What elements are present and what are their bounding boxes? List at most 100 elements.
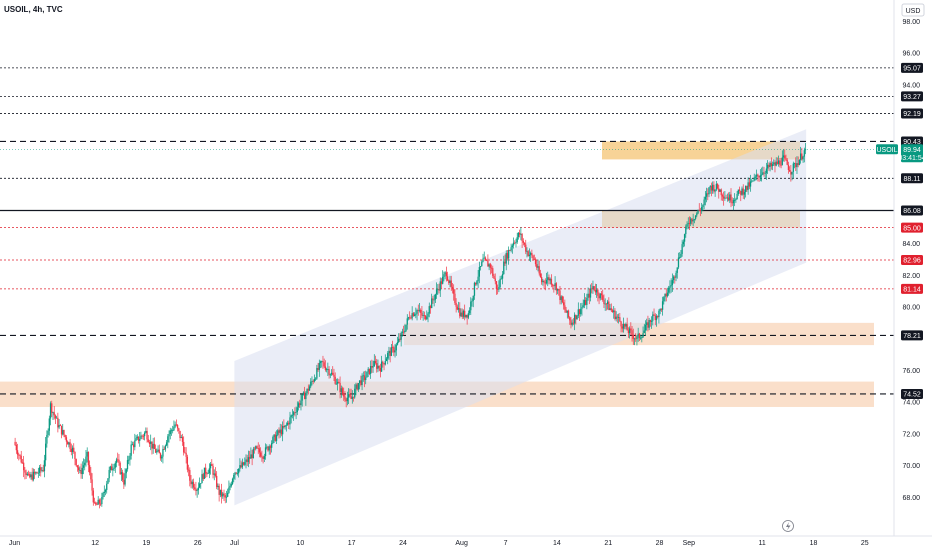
candle-body: [93, 502, 96, 504]
up-candle: [273, 434, 275, 443]
candle-body: [41, 470, 43, 471]
up-candle: [327, 362, 329, 377]
up-candle: [639, 334, 642, 340]
candle-body: [394, 350, 396, 353]
up-candle: [180, 434, 182, 439]
candle-body: [179, 430, 181, 438]
down-candle: [454, 289, 456, 305]
candle-body: [516, 237, 518, 243]
up-candle: [358, 380, 361, 390]
time-tick-label: 19: [143, 540, 151, 547]
down-candle: [440, 278, 443, 289]
replay-lightning-icon[interactable]: [782, 520, 794, 532]
down-candle: [770, 157, 772, 170]
candle-body: [559, 290, 561, 301]
level-badge-90.43: [901, 136, 923, 147]
candle-body: [224, 495, 226, 498]
candle-body: [398, 338, 400, 343]
up-candle: [286, 420, 289, 426]
down-candle: [630, 322, 632, 336]
up-candle: [701, 202, 703, 214]
candle-body: [553, 285, 555, 287]
up-candle: [652, 311, 654, 326]
up-candle: [592, 280, 594, 294]
down-candle: [194, 483, 196, 491]
up-candle: [672, 275, 675, 284]
candle-body: [338, 381, 340, 384]
up-candle: [173, 420, 175, 432]
up-candle: [191, 479, 193, 489]
up-candle: [38, 464, 41, 476]
candle-body: [25, 472, 27, 476]
up-candle: [715, 180, 717, 192]
candle-body: [20, 455, 22, 463]
candle-body: [228, 487, 230, 493]
up-candle: [268, 444, 270, 455]
down-candle: [660, 308, 663, 312]
up-candle: [745, 185, 747, 198]
up-candle: [765, 162, 768, 180]
candle-body: [291, 414, 294, 416]
down-candle: [344, 391, 346, 403]
candle-body: [108, 469, 110, 479]
candle-body: [63, 430, 65, 436]
candle-body: [781, 157, 783, 166]
down-candle: [317, 362, 319, 372]
time-tick-label: 14: [553, 540, 561, 547]
time-tick-label: Jun: [9, 540, 20, 547]
down-candle: [119, 461, 121, 476]
down-candle: [163, 446, 165, 451]
candle-body: [313, 378, 316, 382]
down-candle: [249, 450, 251, 464]
up-candle: [247, 450, 250, 468]
down-candle: [146, 427, 148, 443]
candle-body: [266, 446, 268, 448]
candle-body: [438, 289, 440, 291]
price-axis[interactable]: 68.00 70.00 72.00 74.00 76.00 80.00 82.00 84.00…: [902, 19, 920, 502]
candle-body: [710, 186, 713, 191]
candle-body: [526, 251, 528, 253]
down-candle: [159, 452, 162, 461]
down-candle: [417, 304, 419, 316]
candle-body: [692, 219, 694, 222]
candle-body: [686, 224, 688, 227]
down-candle: [602, 289, 604, 302]
down-candle: [509, 249, 511, 251]
time-axis[interactable]: Jun 12 19 26 Jul 10 17 24 Aug 7 14 21 28 Sep 11 18 25: [9, 540, 869, 547]
up-candle: [380, 355, 383, 373]
up-candle: [406, 314, 408, 330]
down-candle: [356, 382, 358, 391]
down-candle: [423, 311, 426, 320]
currency-button[interactable]: [901, 3, 925, 17]
candle-body: [666, 292, 669, 297]
candle-body: [542, 280, 544, 283]
up-candle: [390, 343, 393, 357]
up-candle: [676, 267, 678, 279]
candle-body: [225, 496, 228, 498]
candle-body: [121, 472, 124, 480]
up-candle: [396, 336, 399, 346]
candle-body: [456, 306, 459, 310]
down-candle: [59, 423, 61, 427]
candle-body: [295, 412, 297, 413]
up-candle: [330, 369, 333, 376]
candle-body: [473, 282, 476, 296]
level-badge-82.96: [901, 255, 923, 266]
down-candle: [376, 358, 378, 373]
candle-body: [46, 434, 48, 444]
candle-body: [344, 396, 346, 400]
level-badge-85.00: [901, 222, 923, 233]
down-candle: [540, 273, 543, 285]
down-candle: [211, 459, 213, 466]
up-candle: [775, 157, 777, 167]
down-candle: [332, 366, 334, 376]
candle-body: [53, 412, 55, 416]
up-candle: [680, 249, 682, 259]
candle-body: [97, 499, 99, 505]
up-candle: [140, 431, 142, 440]
candle-body: [296, 407, 298, 413]
candle-body: [271, 443, 273, 448]
candle-body: [43, 460, 46, 472]
up-candle: [407, 316, 410, 321]
